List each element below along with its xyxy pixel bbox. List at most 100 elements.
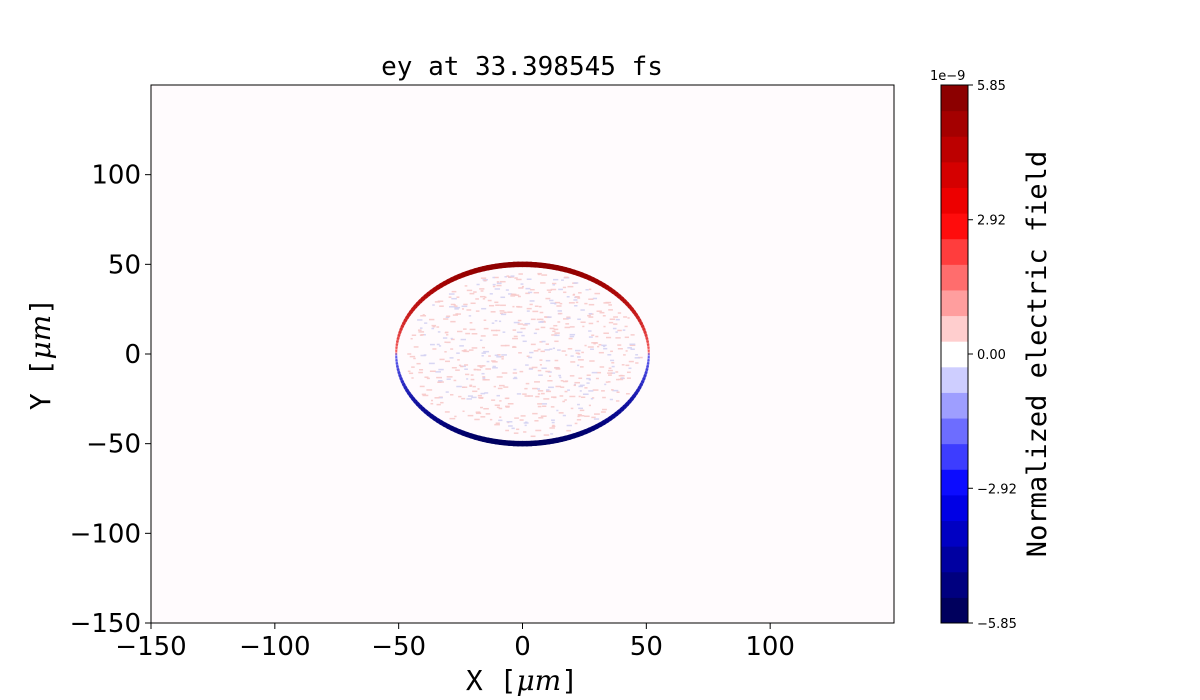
field-speck	[449, 357, 454, 359]
field-speck	[516, 278, 522, 281]
field-speck	[475, 298, 479, 300]
field-speck	[517, 295, 521, 298]
field-speck	[495, 304, 500, 306]
field-speck	[635, 354, 639, 356]
field-speck	[543, 434, 550, 436]
field-speck	[416, 362, 421, 365]
field-speck	[549, 327, 555, 330]
field-speck	[471, 333, 478, 335]
field-speck	[594, 292, 601, 295]
colorbar-band	[941, 469, 968, 496]
field-speck	[605, 381, 609, 383]
field-speck	[629, 344, 636, 347]
field-speck	[438, 345, 442, 347]
field-speck	[569, 333, 576, 336]
field-speck	[512, 337, 519, 340]
field-speck	[439, 396, 443, 399]
field-speck	[588, 330, 592, 332]
field-speck	[507, 276, 514, 278]
field-speck	[546, 390, 552, 393]
field-speck	[540, 282, 546, 284]
field-speck	[530, 435, 536, 438]
field-speck	[580, 396, 586, 399]
field-speck	[481, 352, 486, 354]
field-speck	[502, 331, 506, 333]
field-speck	[574, 305, 578, 307]
field-speck	[537, 369, 542, 372]
field-speck	[570, 361, 576, 363]
field-speck	[494, 276, 499, 279]
field-speck	[603, 347, 608, 350]
field-speck	[452, 314, 458, 316]
field-speck	[579, 409, 585, 412]
field-speck	[562, 414, 566, 417]
field-speck	[526, 278, 532, 280]
field-speck	[528, 356, 533, 359]
field-speck	[518, 352, 522, 354]
field-speck	[588, 378, 591, 381]
field-speck	[494, 288, 501, 290]
field-speck	[564, 326, 571, 329]
field-speck	[555, 368, 561, 370]
field-speck	[539, 341, 543, 343]
field-speck	[512, 345, 516, 348]
field-speck	[539, 311, 544, 314]
field-speck	[524, 387, 528, 390]
field-speck	[524, 395, 530, 397]
field-speck	[624, 325, 628, 328]
field-speck	[578, 385, 583, 388]
field-ring-segment	[646, 362, 650, 368]
field-speck	[563, 291, 567, 294]
field-speck	[484, 296, 487, 299]
field-speck	[529, 288, 535, 291]
field-speck	[498, 419, 503, 422]
field-speck	[593, 418, 600, 420]
field-speck	[580, 321, 586, 323]
field-speck	[588, 322, 594, 325]
field-speck	[623, 354, 626, 356]
field-speck	[488, 355, 491, 357]
field-speck	[463, 350, 470, 353]
field-speck	[609, 318, 616, 321]
field-speck	[499, 280, 506, 283]
colorbar-band	[941, 418, 968, 445]
x-tick-label: 0	[514, 632, 531, 662]
field-speck	[444, 341, 447, 343]
field-speck	[462, 410, 465, 413]
field-speck	[546, 389, 550, 391]
field-speck	[532, 387, 538, 390]
field-speck	[461, 305, 468, 308]
field-speck	[541, 367, 547, 370]
field-speck	[420, 315, 427, 317]
field-speck	[530, 343, 536, 346]
field-speck	[566, 429, 572, 432]
field-speck	[446, 341, 451, 344]
field-speck	[626, 377, 631, 379]
field-speck	[470, 374, 474, 376]
field-speck	[617, 344, 622, 346]
field-speck	[510, 275, 515, 277]
field-speck	[439, 358, 445, 361]
field-speck	[483, 379, 490, 381]
field-speck	[603, 325, 606, 328]
field-speck	[590, 398, 594, 400]
field-speck	[565, 323, 570, 325]
field-speck	[578, 292, 582, 294]
field-speck	[554, 332, 560, 334]
field-speck	[539, 359, 543, 361]
field-ring-segment	[395, 340, 399, 346]
field-speck	[574, 381, 581, 384]
field-speck	[492, 283, 496, 286]
field-speck	[577, 403, 580, 406]
field-speck	[438, 380, 443, 382]
field-speck	[466, 289, 473, 292]
field-speck	[591, 416, 596, 419]
field-speck	[529, 351, 534, 354]
field-speck	[628, 360, 634, 363]
field-speck	[534, 305, 539, 308]
colorbar-band	[941, 187, 968, 214]
field-speck	[553, 278, 559, 281]
field-speck	[617, 312, 622, 314]
field-speck	[450, 303, 456, 306]
field-speck	[496, 394, 500, 397]
